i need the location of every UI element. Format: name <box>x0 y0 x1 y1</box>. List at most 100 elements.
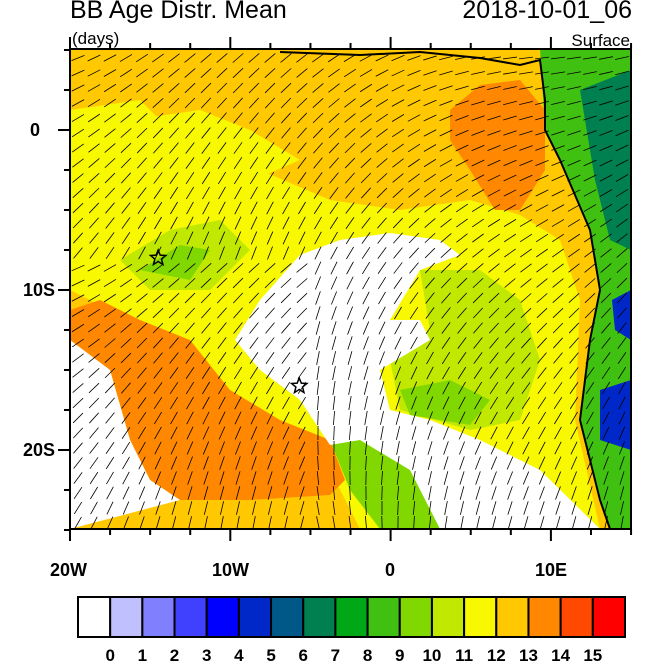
wind-barb <box>72 412 84 424</box>
wind-barb <box>616 277 628 289</box>
wind-barb <box>139 516 145 529</box>
wind-barb <box>600 233 612 243</box>
wind-barb <box>411 411 417 425</box>
wind-barb <box>584 248 596 258</box>
wind-barb <box>283 501 289 515</box>
wind-barb <box>138 441 146 455</box>
wind-barb <box>444 486 448 500</box>
wind-barb <box>105 202 115 214</box>
wind-barb <box>551 56 565 60</box>
wind-barb <box>332 396 336 410</box>
wind-barb <box>519 233 533 243</box>
wind-barb <box>491 501 497 515</box>
wind-barb <box>392 158 404 168</box>
wind-barb <box>235 441 241 455</box>
wind-barb <box>471 144 485 152</box>
wind-barb <box>216 82 228 94</box>
wind-barb <box>296 292 308 304</box>
wind-barb <box>504 307 516 319</box>
wind-barb <box>519 100 533 106</box>
wind-barb <box>440 277 452 289</box>
wind-barb <box>443 471 449 485</box>
wind-barb <box>332 366 336 380</box>
wind-barb <box>72 143 84 153</box>
wind-barb <box>106 516 114 529</box>
colorbar-box <box>270 596 305 638</box>
wind-barb <box>456 277 468 289</box>
wind-barb <box>202 411 210 425</box>
wind-barb <box>248 292 260 304</box>
wind-barb <box>423 85 437 91</box>
wind-barb <box>457 307 467 319</box>
wind-barb <box>266 216 274 230</box>
wind-barb <box>394 366 402 380</box>
wind-barb <box>89 217 99 229</box>
yellow-left <box>70 110 300 230</box>
wind-barb <box>567 100 581 106</box>
wind-barb <box>345 231 355 245</box>
wind-barb <box>599 218 613 228</box>
wind-barb <box>296 97 308 109</box>
wind-barb <box>343 54 357 62</box>
wind-barb <box>487 100 501 106</box>
wind-barb <box>298 426 306 440</box>
colorbar-box <box>430 596 466 638</box>
wind-barb <box>365 515 367 529</box>
wind-barb <box>456 218 468 228</box>
wind-barb <box>555 501 561 515</box>
wind-barb <box>236 501 240 515</box>
wind-barb <box>330 291 338 305</box>
wind-barb <box>439 100 453 106</box>
wind-barb <box>393 262 403 274</box>
wind-barb <box>203 456 209 470</box>
colorbar-label: 11 <box>455 646 474 665</box>
wind-barb <box>504 248 516 258</box>
wind-barb <box>137 397 147 409</box>
wind-barb <box>266 411 274 425</box>
wind-barb <box>492 516 497 529</box>
wind-barb <box>443 456 449 470</box>
wind-barb <box>280 307 292 319</box>
wind-barb <box>283 471 289 485</box>
wind-barb <box>315 291 321 305</box>
wind-barb <box>599 159 613 167</box>
wind-barb <box>153 201 163 215</box>
wind-barb <box>567 189 581 197</box>
wind-barb <box>154 426 162 440</box>
wind-barb <box>136 142 148 154</box>
wind-barb <box>169 157 179 169</box>
wind-barb <box>553 382 563 394</box>
wind-barb <box>329 157 339 169</box>
wind-barb <box>567 174 581 182</box>
wind-barb <box>375 113 389 123</box>
wind-barb <box>267 471 273 485</box>
wind-barb <box>601 337 611 349</box>
wind-barb <box>423 129 437 137</box>
wind-barb <box>280 82 292 94</box>
wind-barb <box>314 231 322 245</box>
wind-barb <box>217 171 227 185</box>
colorbar-box <box>495 596 530 638</box>
wind-barb <box>487 130 501 136</box>
wind-barb <box>72 217 84 229</box>
wind-barb <box>185 352 195 364</box>
wind-barb <box>250 201 258 215</box>
wind-barb <box>602 426 610 440</box>
wind-barb <box>185 186 195 200</box>
wind-barb <box>412 486 416 500</box>
wind-barb <box>218 216 226 230</box>
wind-barb <box>312 83 324 93</box>
wind-barb <box>219 246 225 260</box>
wind-barb <box>618 411 626 425</box>
wind-barb <box>280 263 292 273</box>
wind-barb <box>408 247 420 259</box>
wind-barb <box>217 112 227 124</box>
wind-barb <box>89 232 99 244</box>
wind-barb <box>535 86 549 90</box>
wind-barb <box>103 279 117 287</box>
land-blue <box>600 380 631 450</box>
wind-barb <box>250 411 258 425</box>
wind-barb <box>120 367 132 379</box>
wind-barb <box>488 248 500 258</box>
wind-barb <box>297 396 307 410</box>
